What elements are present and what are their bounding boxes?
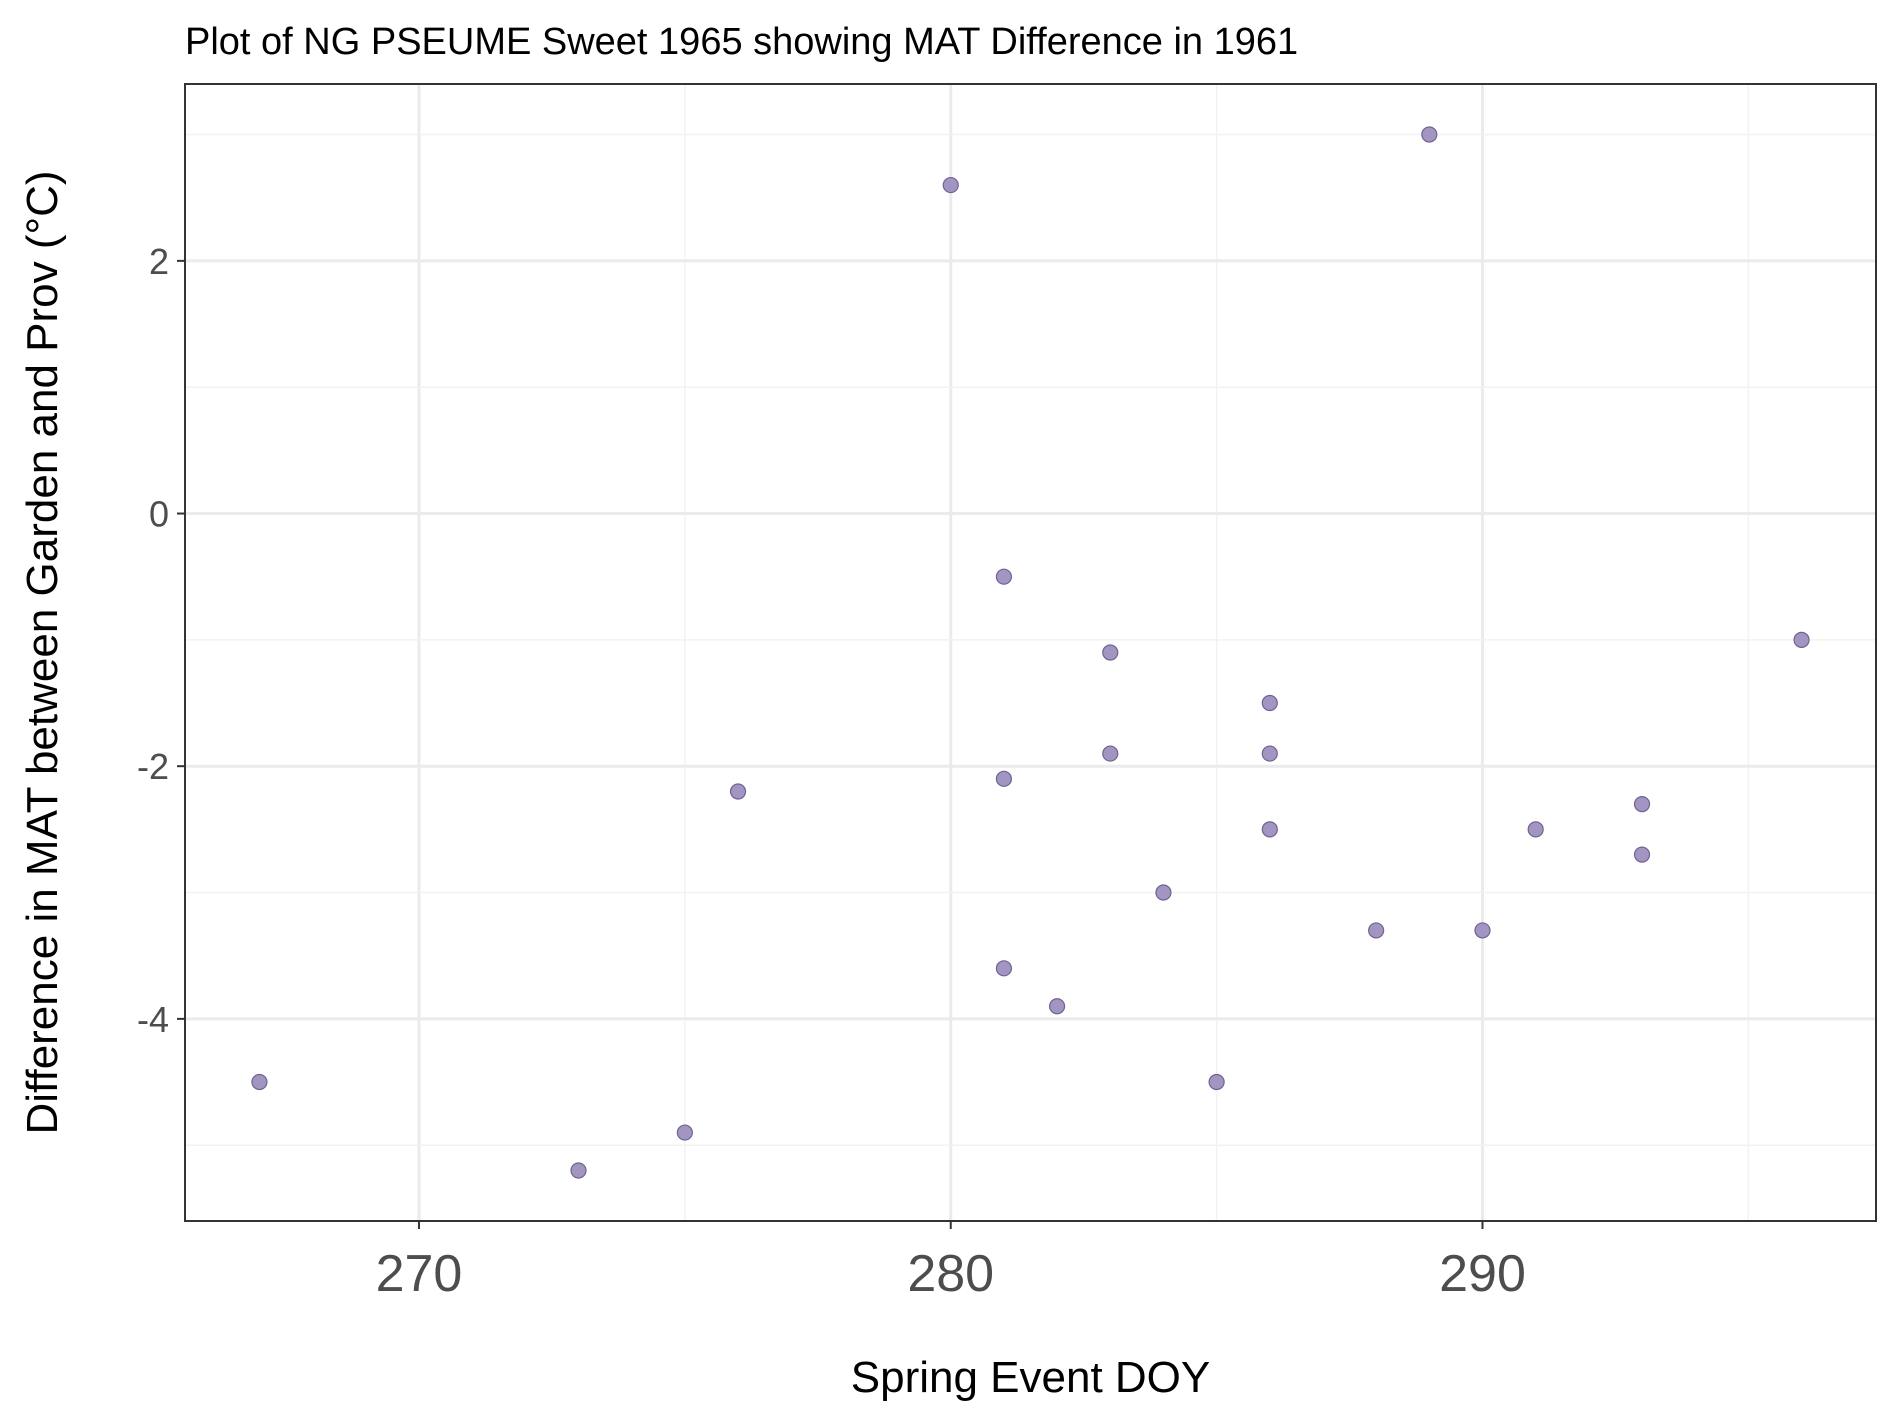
y-axis-tick-labels: -4 -2 0 2 <box>137 241 169 1040</box>
data-point <box>1474 922 1491 939</box>
data-point <box>729 783 747 800</box>
data-point <box>676 1124 693 1141</box>
x-axis-title: Spring Event DOY <box>851 1353 1211 1402</box>
data-point <box>1261 745 1278 762</box>
data-point <box>570 1162 587 1179</box>
data-point <box>1421 126 1438 143</box>
data-point <box>1208 1073 1225 1091</box>
data-point <box>1633 795 1651 813</box>
x-tick-label: 280 <box>907 1245 994 1303</box>
axis-ticks <box>177 259 1484 1229</box>
data-point <box>995 960 1013 977</box>
data-point <box>942 176 959 194</box>
data-points <box>251 126 1810 1179</box>
y-tick-label: -4 <box>137 999 169 1040</box>
x-axis-tick-labels: 270 280 290 <box>376 1245 1526 1303</box>
x-tick-label: 270 <box>376 1245 463 1303</box>
x-tick-label: 290 <box>1439 1245 1526 1303</box>
data-point <box>1261 821 1278 838</box>
data-point <box>995 770 1013 787</box>
data-point <box>1155 884 1172 901</box>
plot-panel <box>184 83 1877 1222</box>
chart-title: Plot of NG PSEUME Sweet 1965 showing MAT… <box>185 21 1298 63</box>
data-point <box>1633 846 1651 863</box>
y-tick-label: 0 <box>149 494 169 535</box>
y-tick-label: 2 <box>149 241 169 282</box>
data-point <box>1793 631 1810 648</box>
data-point <box>1368 922 1385 939</box>
y-axis-title: Difference in MAT between Garden and Pro… <box>18 170 67 1134</box>
data-point <box>1261 694 1278 712</box>
data-point <box>1527 821 1544 838</box>
y-tick-label: -2 <box>137 746 169 787</box>
data-point <box>1048 998 1066 1015</box>
data-point <box>251 1073 268 1091</box>
data-point <box>1102 644 1119 661</box>
grid <box>185 84 1876 1221</box>
data-point <box>1102 745 1119 762</box>
data-point <box>995 568 1013 585</box>
